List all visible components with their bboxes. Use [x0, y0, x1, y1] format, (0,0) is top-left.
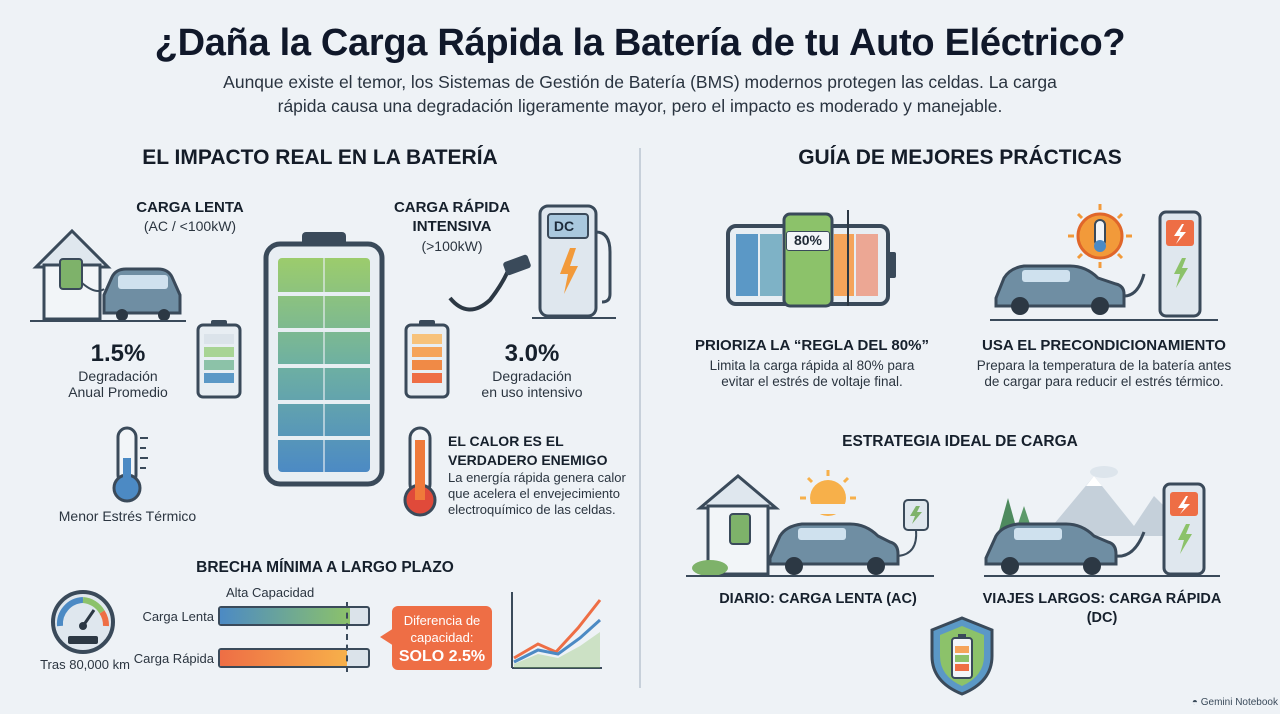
fast-degradation-value: 3.0%	[504, 340, 560, 367]
fast-charge-title-1: CARGA RÁPIDA	[393, 199, 511, 216]
callout-value: SOLO 2.5%	[398, 648, 486, 665]
practices-heading: GUÍA DE MEJORES PRÁCTICAS	[798, 146, 1122, 169]
rule80-text-1: Limita la carga rápida al 80% para	[709, 358, 915, 373]
callout-pointer	[380, 628, 394, 646]
high-capacity-label: Alta Capacidad	[226, 585, 315, 600]
slow-charge-title: CARGA LENTA	[136, 199, 244, 216]
odometer-gauge-icon	[51, 590, 115, 654]
heat-title-2: VERDADERO ENEMIGO	[448, 452, 608, 468]
brand-watermark: ◓ Gemini Notebook	[1172, 697, 1278, 708]
page-subtitle: Aunque existe el temor, los Sistemas de …	[223, 72, 1057, 116]
battery-shield-icon	[930, 616, 994, 696]
strategy-heading: ESTRATEGIA IDEAL DE CARGA	[842, 433, 1078, 450]
low-thermal-stress-label: Menor Estrés Térmico	[58, 508, 197, 524]
thermometer-low-icon	[112, 426, 148, 503]
slow-desc-2: Anual Promedio	[68, 384, 168, 400]
battery-80-icon	[726, 210, 896, 308]
slow-charge-sub: (AC / <100kW)	[143, 218, 237, 234]
fast-desc-2: en uso intensivo	[481, 384, 583, 400]
trend-chart-icon	[511, 592, 602, 669]
slow-degradation-value: 1.5%	[90, 340, 146, 367]
precond-title: USA EL PRECONDICIONAMIENTO	[982, 337, 1226, 354]
brand-label: Gemini Notebook	[1200, 697, 1278, 708]
dc-charger-icon	[448, 204, 616, 319]
section-divider	[639, 148, 641, 688]
fast-desc-1: Degradación	[492, 368, 572, 384]
daily-home-charging-scene	[686, 470, 934, 577]
battery-80-badge: 80%	[786, 231, 830, 251]
fast-charge-title-2: INTENSIVA	[412, 218, 492, 235]
home-charging-icon	[30, 228, 186, 322]
slow-battery-icon	[196, 320, 242, 399]
slow-capacity-fill	[220, 608, 351, 624]
gauge-label: Tras 80,000 km	[40, 657, 130, 672]
fast-capacity-fill	[220, 650, 348, 666]
slow-bar-label: Carga Lenta	[142, 609, 214, 624]
thermometer-hot-icon	[403, 426, 437, 517]
rule80-title: PRIORIZA LA “REGLA DEL 80%”	[695, 337, 929, 354]
gap-marker-line	[346, 602, 348, 672]
heat-text: La energía rápida genera calor que acele…	[448, 470, 626, 517]
preconditioning-icon	[990, 204, 1218, 321]
slow-desc-1: Degradación	[78, 368, 158, 384]
capacity-difference-callout: Diferencia de capacidad: SOLO 2.5%	[392, 606, 492, 670]
main-battery-icon	[263, 232, 385, 487]
slow-capacity-bar	[218, 606, 370, 626]
daily-strategy-label: DIARIO: CARGA LENTA (AC)	[719, 591, 917, 607]
dc-label: DC	[553, 218, 575, 234]
gap-heading: BRECHA MÍNIMA A LARGO PLAZO	[196, 559, 454, 576]
impact-heading: EL IMPACTO REAL EN LA BATERÍA	[142, 146, 498, 169]
callout-line-2: capacidad:	[410, 630, 474, 645]
callout-line-1: Diferencia de	[403, 613, 481, 628]
page-title: ¿Daña la Carga Rápida la Batería de tu A…	[154, 22, 1126, 64]
precond-text-2: de cargar para reducir el estrés térmico…	[984, 374, 1224, 389]
trips-strategy-label: VIAJES LARGOS: CARGA RÁPIDA (DC)	[982, 591, 1222, 626]
fast-capacity-bar	[218, 648, 370, 668]
fast-battery-icon	[404, 320, 450, 399]
rule80-text-2: evitar el estrés de voltaje final.	[721, 374, 903, 389]
brand-icon: ◓	[1191, 697, 1201, 708]
fast-bar-label: Carga Rápida	[133, 651, 214, 666]
road-trip-fast-charging-scene	[984, 466, 1220, 577]
fast-charge-sub: (>100kW)	[421, 238, 483, 254]
heat-title-1: EL CALOR ES EL	[448, 433, 564, 449]
precond-text-1: Prepara la temperatura de la batería ant…	[976, 358, 1232, 373]
